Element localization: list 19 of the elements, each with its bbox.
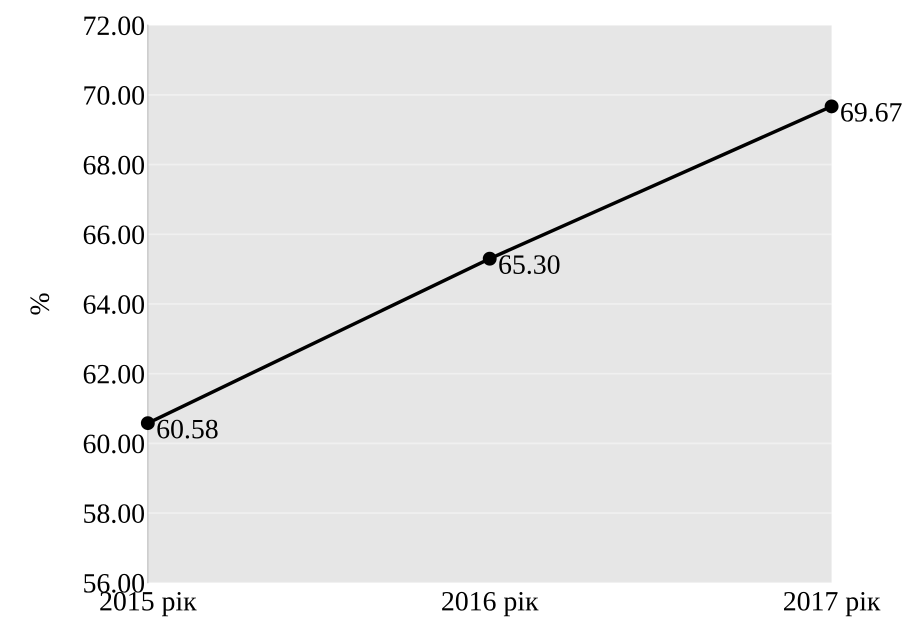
point (824, 99, 839, 114)
y-tick-label: 56.00 (84, 574, 144, 593)
x-tick-label: 2015 рік (100, 592, 197, 616)
point (482, 252, 497, 266)
y-tick-label: 62.00 (84, 364, 144, 384)
y-tick-label: 68.00 (84, 156, 144, 175)
y-axis-title: % (30, 293, 50, 315)
x-tick-label: 2016 рік (442, 592, 539, 616)
y-tick-label: 70.00 (84, 86, 144, 105)
y-tick-label: 58.00 (84, 504, 144, 524)
data-label: 65.30 (499, 255, 560, 274)
x-tick-label: 2017 рік (784, 592, 880, 616)
y-tick-label: 64.00 (84, 295, 144, 314)
point (140, 416, 155, 430)
data-label: 60.58 (157, 420, 218, 439)
y-tick-label: 60.00 (84, 434, 144, 454)
y-tick-label: 72.00 (84, 16, 144, 36)
y-tick-label: 66.00 (84, 225, 144, 244)
data-label: 69.67 (841, 103, 902, 122)
